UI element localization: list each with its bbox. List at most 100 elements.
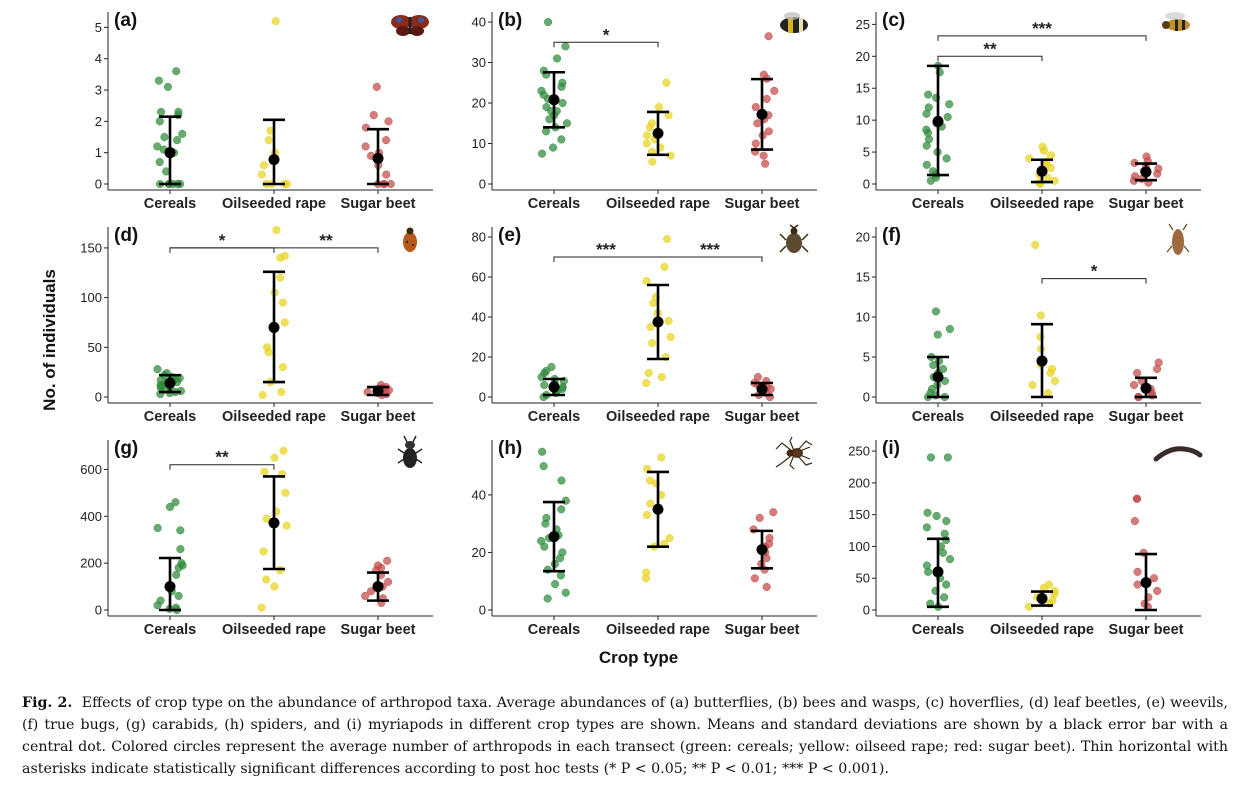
data-point [1036,311,1045,320]
data-point [1153,364,1162,374]
mean-point [164,377,176,389]
panel-label: (h) [498,438,522,459]
data-point [155,158,164,167]
data-point [541,519,550,528]
data-point [178,129,187,138]
data-point [764,127,773,136]
data-point [281,488,290,497]
data-point [761,159,770,168]
data-point [642,276,651,286]
data-point [932,511,941,520]
y-axis-label: No. of individuals [40,269,60,411]
data-point [277,387,286,397]
data-point [662,78,671,87]
data-point [155,117,164,126]
data-point [278,298,288,307]
data-point [645,123,654,132]
x-tick-label: Sugar beet [725,409,800,425]
y-tick-label: 10 [472,136,486,151]
data-point [762,94,771,104]
y-tick-label: 4 [95,51,102,66]
data-point [1046,151,1056,160]
x-tick-label: Cereals [912,622,964,638]
mean-point [1036,165,1048,177]
data-point [1046,163,1055,173]
data-point [557,476,566,485]
mean-point [756,108,768,120]
leaf-beetle-icon [403,227,417,252]
data-point [257,603,266,612]
y-tick-label: 0 [863,390,870,405]
y-tick-label: 25 [856,17,870,32]
x-tick-label: Sugar beet [725,196,800,212]
data-point [361,142,370,151]
data-point [665,534,674,543]
mean-point [548,381,560,393]
data-point [942,154,951,163]
data-point [924,567,933,576]
chart-panel-c: 0 5 10 15 20 25 Cereals Oilseeded rape Sugar bee… [856,10,1201,212]
data-point [259,547,268,556]
data-point [657,453,666,462]
mean-point [932,371,944,383]
chart-panel-h: 0 20 40 Cereals Oilseeded rape Sugar beet (h) [472,436,817,638]
mean-point [932,115,944,127]
data-point [942,516,951,526]
data-point [1043,388,1052,398]
y-tick-label: 200 [80,556,102,571]
y-tick-label: 80 [472,230,486,245]
data-point [1046,368,1055,378]
myriapod-icon [1153,446,1203,462]
figure-panels: 0 1 2 3 4 5 Cereals Oilseeded rape Sugar beet (a)… [80,10,1203,638]
y-tick-label: 400 [80,509,102,524]
panel-label: (b) [498,10,522,31]
data-point [153,523,162,533]
data-point [1149,574,1159,583]
data-point [382,136,391,145]
significance-bracket [1041,278,1147,284]
data-point [663,234,672,244]
x-tick-label: Oilseeded rape [606,409,710,425]
chart-panel-e: 0 20 40 60 80 Cereals Oilseeded rape Sugar beet… [472,224,817,425]
data-point [174,563,183,572]
data-point [382,170,391,179]
data-point [260,467,269,476]
data-point [642,511,651,520]
data-point [644,368,653,378]
data-point [1129,380,1139,390]
data-point [561,588,570,597]
x-tick-label: Oilseeded rape [606,196,710,212]
data-point [174,591,183,600]
data-point [926,176,935,185]
bumblebee-icon [780,12,808,33]
data-point [561,42,570,51]
significance-bracket [553,256,763,262]
x-tick-label: Cereals [528,622,580,638]
data-point [172,67,181,76]
y-tick-label: 0 [95,603,102,618]
data-point [153,142,162,151]
mean-point [756,544,768,556]
data-point [938,548,947,557]
data-point [922,109,931,118]
x-tick-label: Cereals [912,196,964,212]
data-point [657,372,666,382]
hoverfly-icon [1162,12,1190,31]
data-point [553,54,562,63]
y-tick-label: 5 [863,350,870,365]
y-tick-label: 2 [95,114,102,129]
y-tick-label: 150 [848,507,870,522]
data-point [648,338,657,348]
y-tick-label: 60 [472,270,486,285]
data-point [544,17,553,27]
data-point [643,131,652,140]
data-point [262,575,271,584]
data-point [929,360,938,370]
data-point [664,316,673,326]
x-tick-label: Cereals [528,196,580,212]
data-point [922,141,931,150]
data-point [931,307,941,316]
data-point [1050,376,1059,386]
y-tick-label: 150 [80,240,102,255]
data-point [646,322,655,332]
